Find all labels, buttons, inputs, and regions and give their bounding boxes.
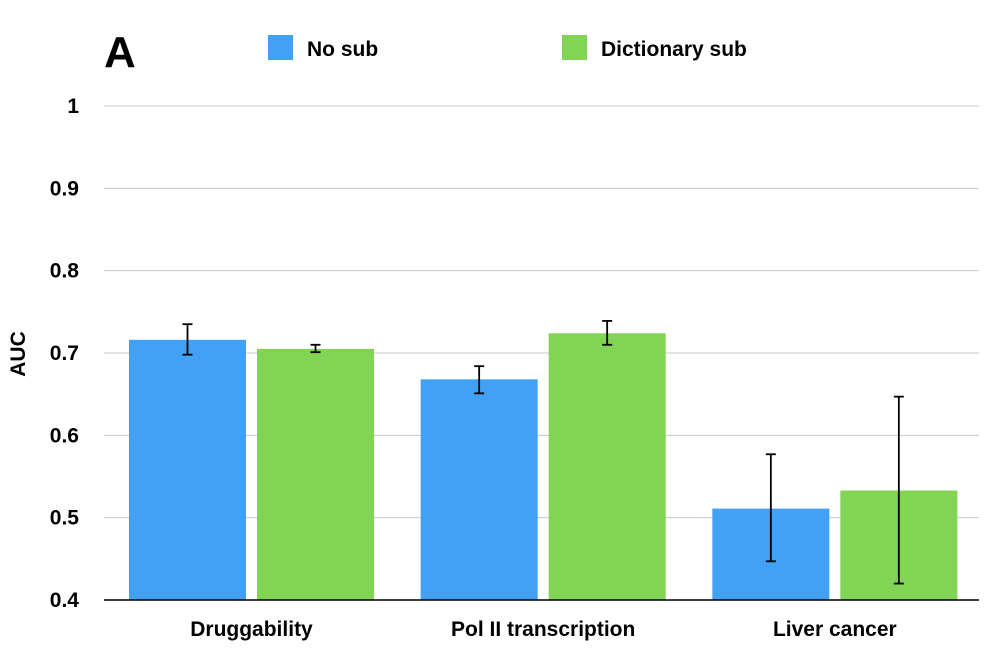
bar <box>257 348 374 600</box>
bar <box>129 339 246 600</box>
bar <box>548 333 666 600</box>
x-axis-labels: Druggability Pol II transcription Liver ca… <box>190 618 896 641</box>
error-bar <box>765 453 776 563</box>
y-tick-label: 1 <box>67 95 79 118</box>
bar <box>420 379 538 600</box>
y-tick-label: 0.9 <box>50 177 79 200</box>
error-bars <box>182 319 904 585</box>
legend-swatch-no-sub <box>268 35 293 60</box>
y-axis-title: AUC <box>7 331 30 377</box>
bars <box>129 333 958 600</box>
x-category-label: Pol II transcription <box>451 618 635 641</box>
y-axis-ticks: 0.4 0.5 0.6 0.7 0.8 0.9 1 <box>50 95 80 612</box>
y-tick-label: 0.5 <box>50 507 80 530</box>
gridlines <box>104 105 979 519</box>
y-tick-label: 0.4 <box>50 589 80 612</box>
legend-swatch-dictionary-sub <box>562 35 587 60</box>
x-category-label: Liver cancer <box>773 618 897 641</box>
y-tick-label: 0.8 <box>50 260 80 283</box>
error-bar <box>602 319 613 346</box>
y-tick-label: 0.6 <box>50 424 79 447</box>
legend-label-no-sub: No sub <box>307 38 378 61</box>
error-bar <box>893 395 904 585</box>
panel-label: A <box>104 28 136 77</box>
error-bar <box>310 343 321 354</box>
error-bar <box>182 323 193 356</box>
error-bar <box>474 365 485 395</box>
y-tick-label: 0.7 <box>50 342 79 365</box>
x-category-label: Druggability <box>190 618 313 641</box>
legend: No sub Dictionary sub <box>268 35 747 61</box>
legend-label-dictionary-sub: Dictionary sub <box>601 38 747 61</box>
